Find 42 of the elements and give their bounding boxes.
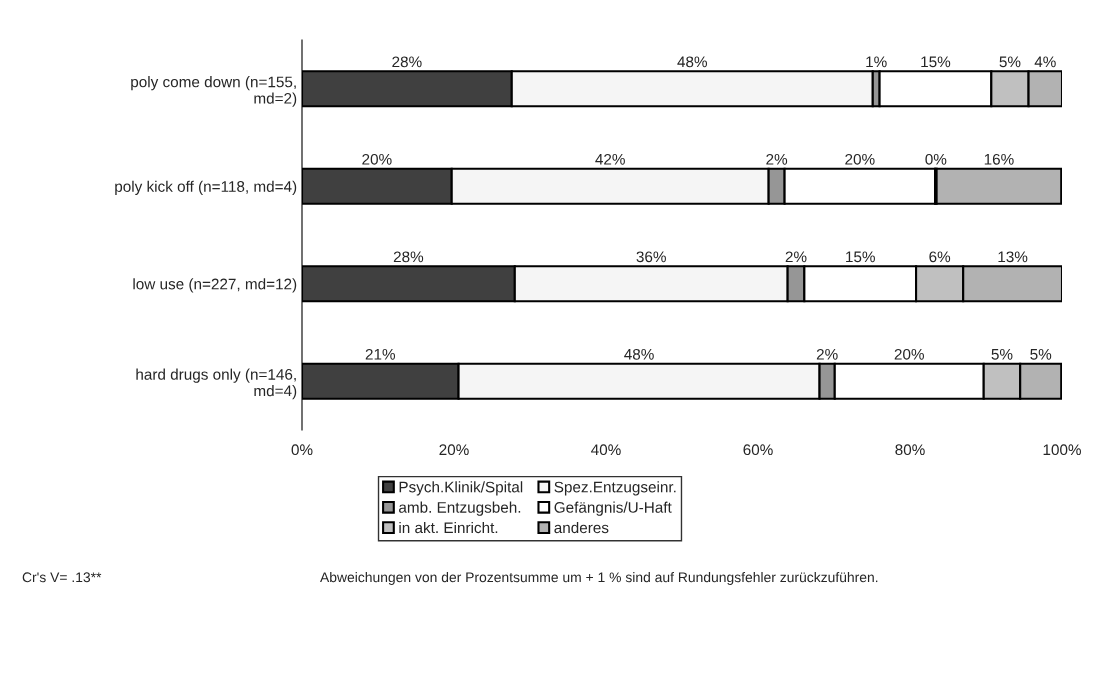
legend-label: Psych.Klinik/Spital <box>399 481 523 496</box>
data-label: 20% <box>894 348 924 360</box>
x-tick-label: 80% <box>895 444 925 456</box>
text: Abweichungen von der Prozentsumme um + 1 % sind auf Rundungsfehler zurückzuführen. <box>320 572 878 585</box>
x-tick-label: 20% <box>439 444 469 456</box>
x-tick-label: 0% <box>291 444 313 456</box>
data-label: 13% <box>998 251 1028 263</box>
data-label: 4% <box>1034 56 1056 68</box>
data-label: 48% <box>624 348 654 360</box>
data-label: 2% <box>816 348 838 360</box>
data-label: 0% <box>925 153 947 165</box>
y-tick-label: poly come down (n=155, md=2) <box>131 76 297 107</box>
data-label: 5% <box>1030 348 1052 360</box>
legend-label: Gefängnis/U-Haft <box>554 501 672 516</box>
y-tick-label: hard drugs only (n=146, md=4) <box>136 368 297 400</box>
data-label: 2% <box>766 153 788 165</box>
data-label: 20% <box>845 153 875 165</box>
data-label: 1% <box>866 56 887 68</box>
data-label: 15% <box>921 56 951 68</box>
data-label: 28% <box>392 56 422 68</box>
data-label: 28% <box>393 251 424 263</box>
data-label: 6% <box>929 251 951 263</box>
data-label: 42% <box>595 153 625 165</box>
x-tick-label: 100% <box>1043 444 1081 456</box>
legend-label: Spez.Entzugseinr. <box>554 481 676 496</box>
data-label: 5% <box>999 56 1021 68</box>
legend-label: in akt. Einricht. <box>399 521 498 534</box>
data-label: 48% <box>677 56 708 68</box>
data-label: 2% <box>785 251 807 263</box>
data-label: 36% <box>636 251 666 263</box>
x-tick-label: 40% <box>591 444 621 456</box>
data-label: 15% <box>846 251 875 263</box>
y-tick-label: poly kick off (n=118, md=4) <box>115 180 297 195</box>
data-label: 20% <box>362 153 392 165</box>
legend-label: anderes <box>554 521 609 534</box>
legend-label: amb. Entzugsbeh. <box>399 501 521 516</box>
data-label: 5% <box>991 348 1013 360</box>
text: Cr's V= .13** <box>22 572 102 583</box>
data-label: 16% <box>984 153 1014 165</box>
x-tick-label: 60% <box>743 444 773 456</box>
y-tick-label: low use (n=227, md=12) <box>133 278 297 293</box>
data-label: 21% <box>365 348 396 360</box>
